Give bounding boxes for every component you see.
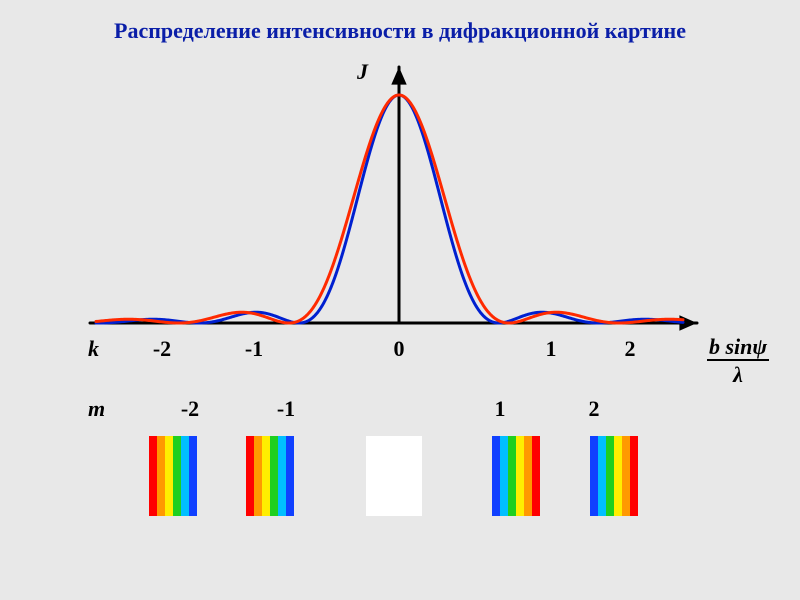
spectrum-stripe — [165, 436, 173, 516]
spectrum-band — [246, 436, 294, 516]
spectrum-stripe — [262, 436, 270, 516]
spectrum-stripe — [630, 436, 638, 516]
spectrum-stripe — [157, 436, 165, 516]
spectrum-stripe — [524, 436, 532, 516]
spectrum-stripe — [149, 436, 157, 516]
k-tick: 1 — [539, 336, 563, 362]
spectra-row — [0, 436, 800, 516]
spectrum-band — [149, 436, 197, 516]
spectrum-band — [492, 436, 540, 516]
diffraction-plot — [0, 0, 800, 360]
central-maximum — [366, 436, 422, 516]
spectrum-stripe — [278, 436, 286, 516]
spectrum-stripe — [254, 436, 262, 516]
spectrum-stripe — [246, 436, 254, 516]
x-formula-denominator: λ — [707, 361, 769, 387]
spectrum-stripe — [614, 436, 622, 516]
k-tick: 0 — [387, 336, 411, 362]
spectrum-stripe — [173, 436, 181, 516]
spectrum-stripe — [516, 436, 524, 516]
y-axis-label: J — [357, 59, 368, 85]
spectrum-stripe — [590, 436, 598, 516]
spectrum-stripe — [270, 436, 278, 516]
x-axis-formula: b sinψ λ — [707, 335, 769, 387]
spectrum-stripe — [532, 436, 540, 516]
spectrum-stripe — [606, 436, 614, 516]
k-tick: -2 — [150, 336, 174, 362]
m-tick: -2 — [178, 396, 202, 422]
spectrum-stripe — [189, 436, 197, 516]
k-row-label: k — [88, 336, 99, 362]
spectrum-stripe — [622, 436, 630, 516]
m-tick: -1 — [274, 396, 298, 422]
m-tick: 1 — [488, 396, 512, 422]
k-tick: -1 — [242, 336, 266, 362]
spectrum-stripe — [286, 436, 294, 516]
spectrum-stripe — [492, 436, 500, 516]
m-tick: 2 — [582, 396, 606, 422]
spectrum-stripe — [508, 436, 516, 516]
k-tick: 2 — [618, 336, 642, 362]
spectrum-stripe — [598, 436, 606, 516]
spectrum-stripe — [500, 436, 508, 516]
m-row-label: m — [88, 396, 105, 422]
x-formula-numerator: b sinψ — [707, 335, 769, 361]
spectrum-stripe — [181, 436, 189, 516]
spectrum-band — [590, 436, 638, 516]
